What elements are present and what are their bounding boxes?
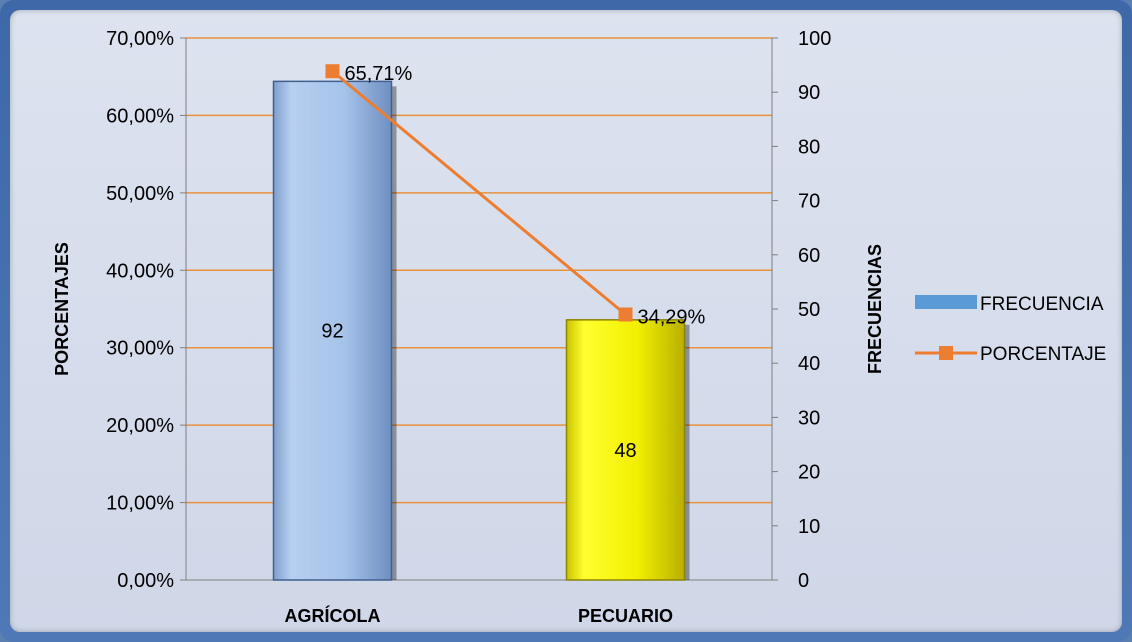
right-tick-label: 40 — [798, 353, 820, 375]
right-tick-label: 60 — [798, 245, 820, 267]
left-tick-label: 50,00% — [106, 183, 174, 205]
left-tick-label: 0,00% — [117, 570, 174, 592]
line-value-label: 34,29% — [638, 306, 706, 328]
bar-value-label: 48 — [614, 440, 636, 462]
right-tick-label: 50 — [798, 299, 820, 321]
left-tick-label: 10,00% — [106, 493, 174, 515]
legend-porcentaje-label: PORCENTAJE — [980, 344, 1106, 365]
right-tick-label: 10 — [798, 516, 820, 538]
legend-porcentaje-marker — [939, 346, 953, 360]
left-tick-label: 30,00% — [106, 338, 174, 360]
porcentaje-marker — [325, 64, 340, 79]
category-label: AGRÍCOLA — [285, 605, 381, 626]
porcentaje-line — [331, 70, 627, 316]
bar-pecuario — [565, 319, 686, 581]
right-tick-label: 100 — [798, 28, 831, 50]
bar-value-label: 92 — [321, 321, 343, 343]
bar-agrícola — [272, 80, 393, 581]
right-tick-label: 30 — [798, 407, 820, 429]
right-tick-label: 70 — [798, 191, 820, 213]
right-tick-label: 90 — [798, 82, 820, 104]
chart-svg: 0,00% 10,00% 20,00% 30,00% 40,00% 50,00% 60,00… — [52, 28, 1106, 626]
left-tick-label: 70,00% — [106, 28, 174, 50]
left-axis-title: PORCENTAJES — [52, 242, 72, 376]
line-value-label: 65,71% — [345, 63, 413, 85]
right-tick-label: 0 — [798, 570, 809, 592]
category-label: PECUARIO — [578, 606, 673, 626]
right-tick-label: 20 — [798, 462, 820, 484]
legend-frecuencia-swatch — [915, 295, 977, 309]
chart-area: 0,00% 10,00% 20,00% 30,00% 40,00% 50,00% 60,00… — [10, 10, 1122, 632]
right-axis-title: FRECUENCIAS — [865, 244, 885, 374]
right-tick-label: 80 — [798, 136, 820, 158]
left-tick-label: 40,00% — [106, 260, 174, 282]
porcentaje-marker — [618, 307, 633, 322]
legend-frecuencia-label: FRECUENCIA — [980, 294, 1104, 315]
left-tick-label: 20,00% — [106, 415, 174, 437]
left-tick-label: 60,00% — [106, 105, 174, 127]
